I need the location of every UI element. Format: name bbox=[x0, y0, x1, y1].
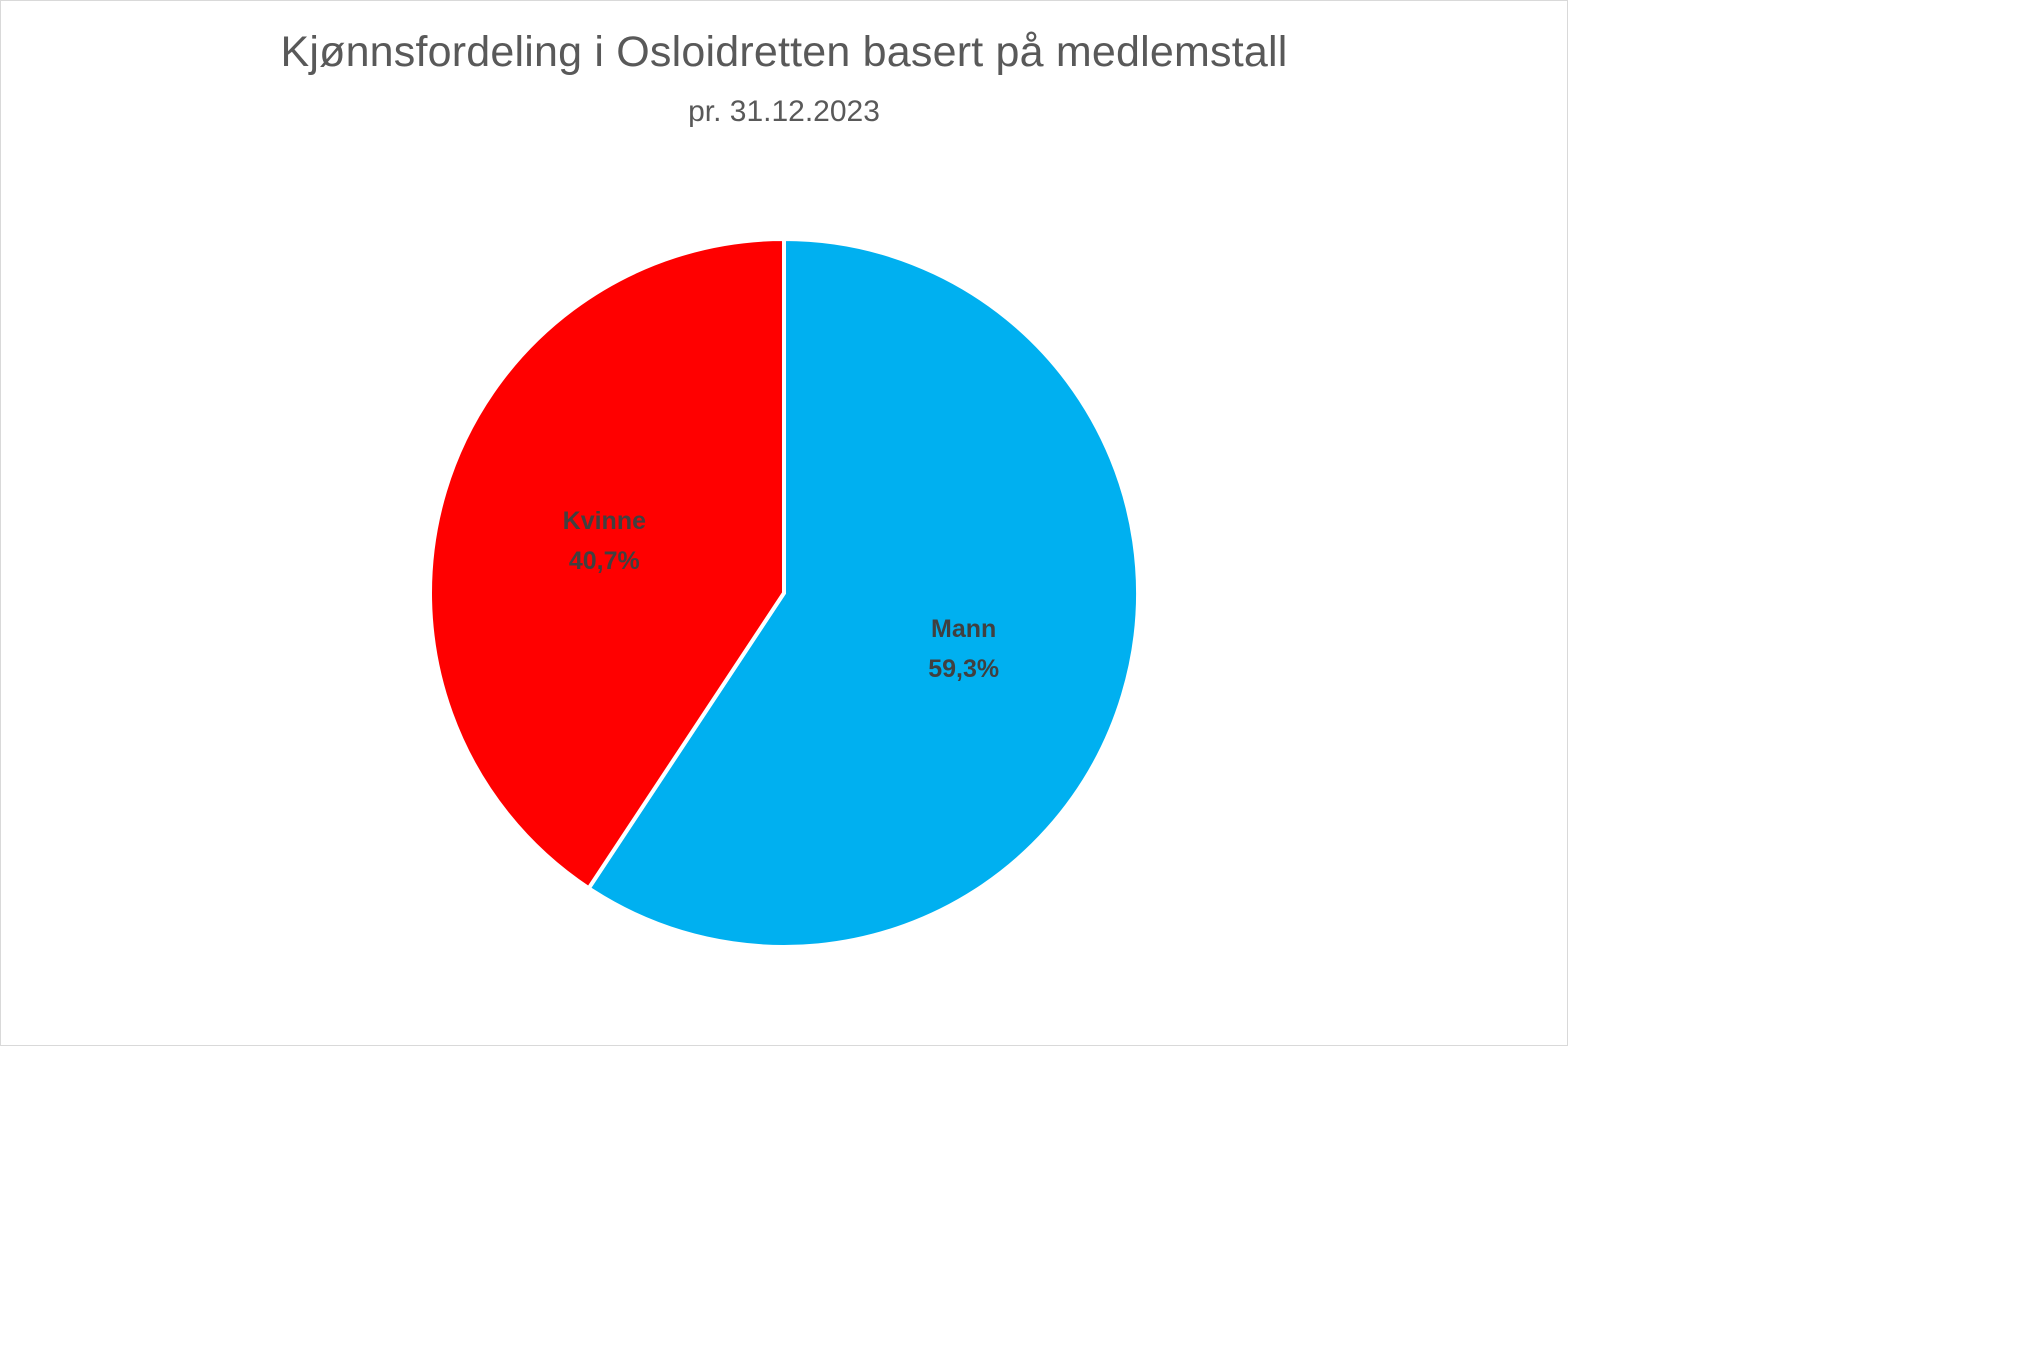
pie-slice-kvinne bbox=[428, 237, 786, 891]
chart-subtitle: pr. 31.12.2023 bbox=[688, 95, 880, 128]
pie-chart: Mann 59,3% Kvinne 40,7% bbox=[428, 237, 1140, 949]
data-label-kvinne: Kvinne 40,7% bbox=[563, 507, 646, 575]
data-label-mann: Mann 59,3% bbox=[928, 615, 999, 683]
pie-slice-mann bbox=[586, 237, 1140, 949]
chart-title: Kjønnsfordeling i Osloidretten basert på… bbox=[280, 28, 1288, 76]
